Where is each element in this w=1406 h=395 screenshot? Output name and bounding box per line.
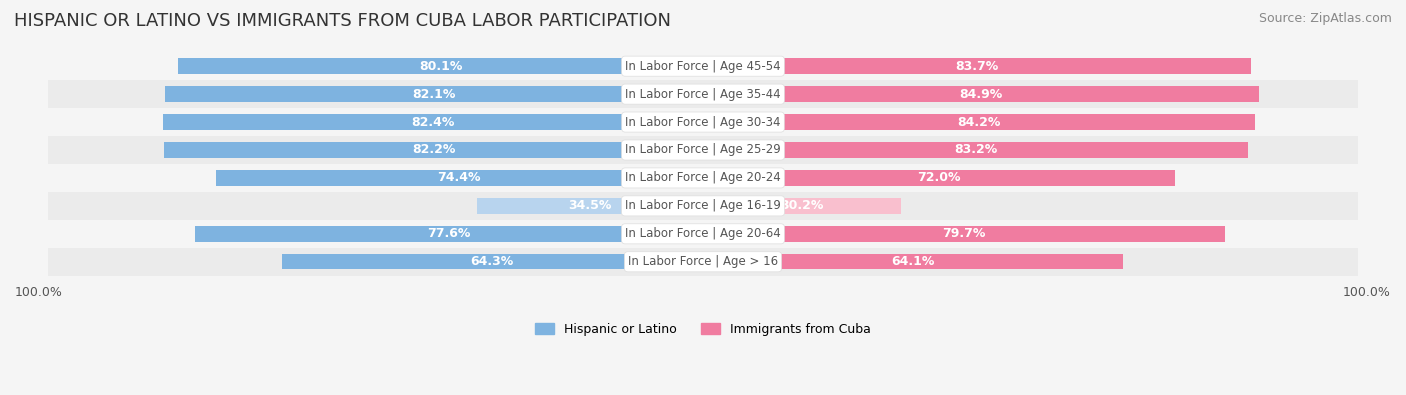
Bar [281, 254, 703, 269]
Text: 74.4%: 74.4% [437, 171, 481, 184]
Text: 83.2%: 83.2% [953, 143, 997, 156]
Bar [48, 248, 1358, 276]
Bar [703, 226, 1225, 241]
Bar [48, 52, 1358, 80]
Text: 77.6%: 77.6% [427, 228, 471, 240]
Text: 34.5%: 34.5% [568, 199, 612, 213]
Text: In Labor Force | Age 45-54: In Labor Force | Age 45-54 [626, 60, 780, 73]
Bar [48, 136, 1358, 164]
Text: 84.9%: 84.9% [959, 88, 1002, 101]
Text: 100.0%: 100.0% [1343, 286, 1391, 299]
Text: Source: ZipAtlas.com: Source: ZipAtlas.com [1258, 12, 1392, 25]
Bar [703, 170, 1175, 186]
Text: In Labor Force | Age > 16: In Labor Force | Age > 16 [628, 255, 778, 268]
Bar [194, 226, 703, 241]
Text: 72.0%: 72.0% [917, 171, 960, 184]
Text: 79.7%: 79.7% [942, 228, 986, 240]
Bar [703, 87, 1260, 102]
Bar [477, 198, 703, 214]
Bar [165, 142, 703, 158]
Text: 100.0%: 100.0% [15, 286, 63, 299]
Text: 82.4%: 82.4% [412, 116, 454, 128]
Bar [703, 142, 1249, 158]
Text: 82.1%: 82.1% [412, 88, 456, 101]
Text: In Labor Force | Age 20-64: In Labor Force | Age 20-64 [626, 228, 780, 240]
Bar [703, 58, 1251, 74]
Bar [48, 80, 1358, 108]
Text: 83.7%: 83.7% [956, 60, 998, 73]
Bar [215, 170, 703, 186]
Text: In Labor Force | Age 20-24: In Labor Force | Age 20-24 [626, 171, 780, 184]
Bar [703, 254, 1123, 269]
Text: 64.3%: 64.3% [471, 255, 515, 268]
Bar [48, 220, 1358, 248]
Text: In Labor Force | Age 35-44: In Labor Force | Age 35-44 [626, 88, 780, 101]
Legend: Hispanic or Latino, Immigrants from Cuba: Hispanic or Latino, Immigrants from Cuba [530, 318, 876, 341]
Bar [165, 87, 703, 102]
Bar [48, 192, 1358, 220]
Bar [703, 115, 1254, 130]
Text: HISPANIC OR LATINO VS IMMIGRANTS FROM CUBA LABOR PARTICIPATION: HISPANIC OR LATINO VS IMMIGRANTS FROM CU… [14, 12, 671, 30]
Bar [703, 198, 901, 214]
Bar [179, 58, 703, 74]
Text: 84.2%: 84.2% [957, 116, 1001, 128]
Text: In Labor Force | Age 25-29: In Labor Force | Age 25-29 [626, 143, 780, 156]
Text: In Labor Force | Age 30-34: In Labor Force | Age 30-34 [626, 116, 780, 128]
Bar [163, 115, 703, 130]
Bar [48, 164, 1358, 192]
Text: 82.2%: 82.2% [412, 143, 456, 156]
Bar [48, 108, 1358, 136]
Text: 30.2%: 30.2% [780, 199, 824, 213]
Text: In Labor Force | Age 16-19: In Labor Force | Age 16-19 [626, 199, 780, 213]
Text: 80.1%: 80.1% [419, 60, 463, 73]
Text: 64.1%: 64.1% [891, 255, 935, 268]
